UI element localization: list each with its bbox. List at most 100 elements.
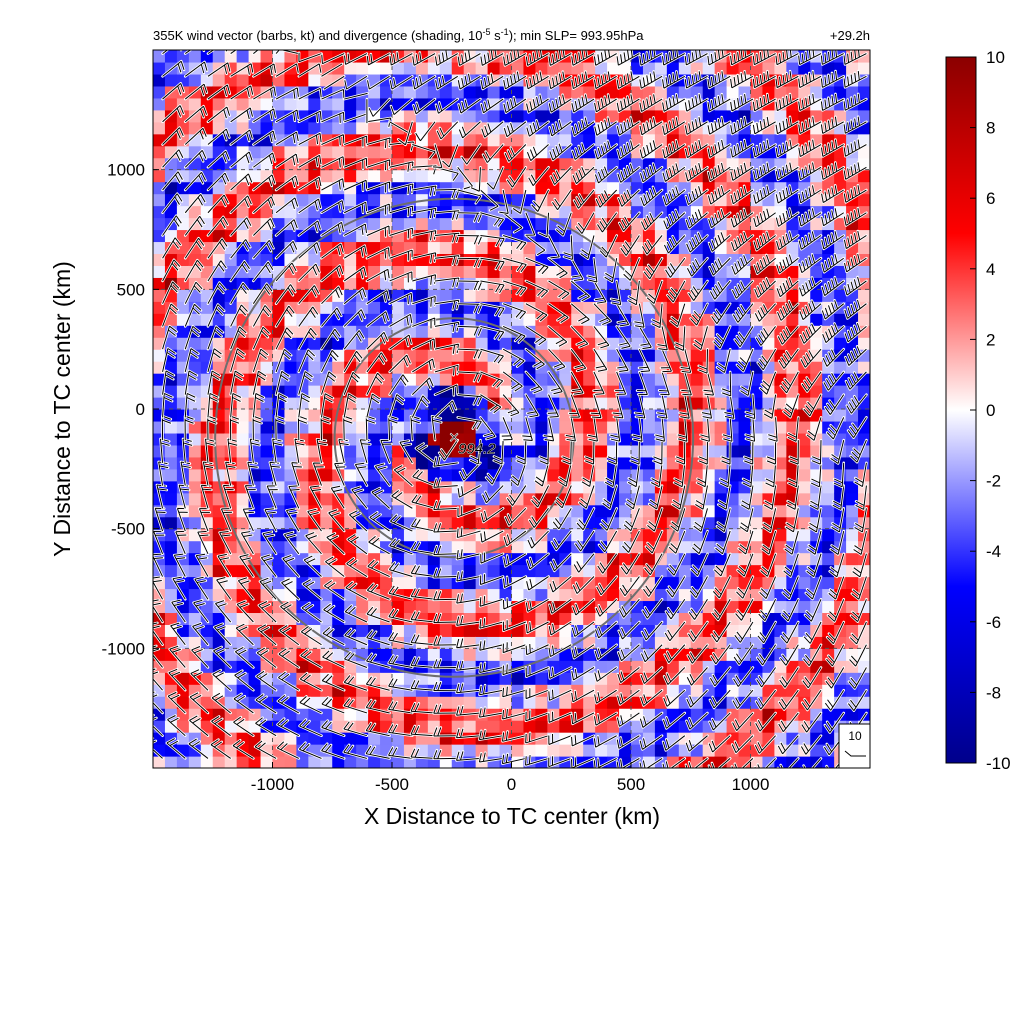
divergence-cell bbox=[439, 325, 453, 338]
divergence-cell bbox=[415, 241, 429, 255]
divergence-cell bbox=[439, 492, 453, 506]
divergence-cell bbox=[822, 624, 835, 637]
divergence-cell bbox=[583, 385, 596, 398]
divergence-cell bbox=[499, 564, 513, 578]
divergence-cell bbox=[583, 756, 596, 768]
divergence-cell bbox=[678, 612, 692, 625]
divergence-cell bbox=[559, 277, 572, 290]
divergence-cell bbox=[188, 468, 202, 482]
divergence-cell bbox=[320, 145, 333, 159]
divergence-cell bbox=[559, 85, 572, 99]
divergence-cell bbox=[248, 73, 262, 87]
divergence-cell bbox=[380, 373, 393, 386]
divergence-cell bbox=[738, 420, 752, 434]
divergence-cell bbox=[224, 50, 238, 63]
divergence-cell bbox=[619, 397, 632, 410]
divergence-cell bbox=[368, 444, 381, 458]
divergence-cell bbox=[439, 289, 453, 302]
divergence-cell bbox=[427, 516, 441, 530]
divergence-cell bbox=[666, 253, 680, 266]
divergence-cell bbox=[726, 540, 740, 554]
divergence-cell bbox=[511, 588, 525, 602]
divergence-cell bbox=[392, 193, 405, 207]
divergence-cell bbox=[463, 265, 477, 278]
divergence-cell bbox=[798, 480, 811, 494]
divergence-cell bbox=[702, 516, 716, 530]
divergence-cell bbox=[559, 229, 572, 243]
divergence-cell bbox=[750, 540, 764, 554]
divergence-cell bbox=[212, 540, 226, 554]
divergence-cell bbox=[631, 756, 644, 768]
divergence-cell bbox=[858, 361, 870, 374]
divergence-cell bbox=[153, 313, 166, 326]
divergence-cell bbox=[380, 648, 393, 661]
divergence-cell bbox=[642, 708, 656, 721]
divergence-cell bbox=[164, 708, 178, 721]
divergence-cell bbox=[356, 61, 369, 75]
divergence-cell bbox=[750, 516, 764, 530]
divergence-cell bbox=[678, 85, 692, 99]
divergence-cell bbox=[439, 229, 453, 243]
divergence-cell bbox=[475, 169, 489, 183]
divergence-cell bbox=[332, 97, 345, 111]
divergence-cell bbox=[403, 217, 417, 231]
divergence-cell bbox=[702, 109, 716, 123]
divergence-cell bbox=[427, 624, 441, 637]
divergence-cell bbox=[487, 588, 501, 602]
divergence-cell bbox=[559, 205, 572, 219]
divergence-cell bbox=[427, 540, 441, 554]
divergence-cell bbox=[690, 85, 704, 99]
divergence-cell bbox=[188, 97, 202, 111]
divergence-cell bbox=[463, 696, 477, 709]
divergence-cell bbox=[774, 492, 787, 506]
divergence-cell bbox=[236, 205, 250, 219]
divergence-cell bbox=[415, 600, 429, 614]
divergence-cell bbox=[403, 624, 417, 637]
divergence-cell bbox=[200, 732, 214, 745]
divergence-cell bbox=[499, 109, 513, 123]
divergence-cell bbox=[212, 205, 226, 219]
divergence-cell bbox=[463, 157, 477, 171]
divergence-cell bbox=[690, 385, 704, 398]
divergence-cell bbox=[654, 588, 668, 602]
divergence-cell bbox=[427, 217, 441, 231]
divergence-cell bbox=[284, 397, 297, 410]
divergence-cell bbox=[798, 528, 811, 542]
divergence-cell bbox=[678, 756, 692, 768]
divergence-cell bbox=[834, 337, 847, 350]
divergence-cell bbox=[415, 217, 429, 231]
divergence-cell bbox=[511, 420, 525, 434]
divergence-cell bbox=[523, 265, 536, 278]
divergence-cell bbox=[822, 756, 835, 768]
divergence-cell bbox=[583, 133, 596, 147]
divergence-cell bbox=[153, 289, 166, 302]
divergence-cell bbox=[858, 217, 870, 231]
divergence-cell bbox=[308, 313, 321, 326]
divergence-cell bbox=[176, 576, 190, 590]
divergence-cell bbox=[320, 528, 333, 542]
divergence-cell bbox=[308, 361, 321, 374]
divergence-cell bbox=[332, 337, 345, 350]
divergence-cell bbox=[164, 564, 178, 578]
divergence-cell bbox=[595, 684, 608, 697]
divergence-cell bbox=[475, 373, 489, 386]
divergence-cell bbox=[320, 169, 333, 183]
divergence-cell bbox=[607, 109, 620, 123]
divergence-cell bbox=[619, 229, 632, 243]
divergence-cell bbox=[392, 444, 405, 458]
divergence-cell bbox=[642, 349, 656, 362]
divergence-cell bbox=[547, 612, 560, 625]
divergence-cell bbox=[344, 756, 357, 768]
divergence-cell bbox=[427, 444, 441, 458]
divergence-cell bbox=[272, 552, 286, 566]
divergence-cell bbox=[619, 456, 632, 470]
divergence-cell bbox=[702, 277, 716, 290]
divergence-cell bbox=[654, 636, 668, 649]
divergence-cell bbox=[631, 253, 644, 266]
divergence-cell bbox=[296, 289, 309, 302]
divergence-cell bbox=[188, 456, 202, 470]
divergence-cell bbox=[320, 684, 333, 697]
divergence-cell bbox=[595, 229, 608, 243]
divergence-cell bbox=[188, 157, 202, 171]
divergence-cell bbox=[499, 744, 513, 757]
